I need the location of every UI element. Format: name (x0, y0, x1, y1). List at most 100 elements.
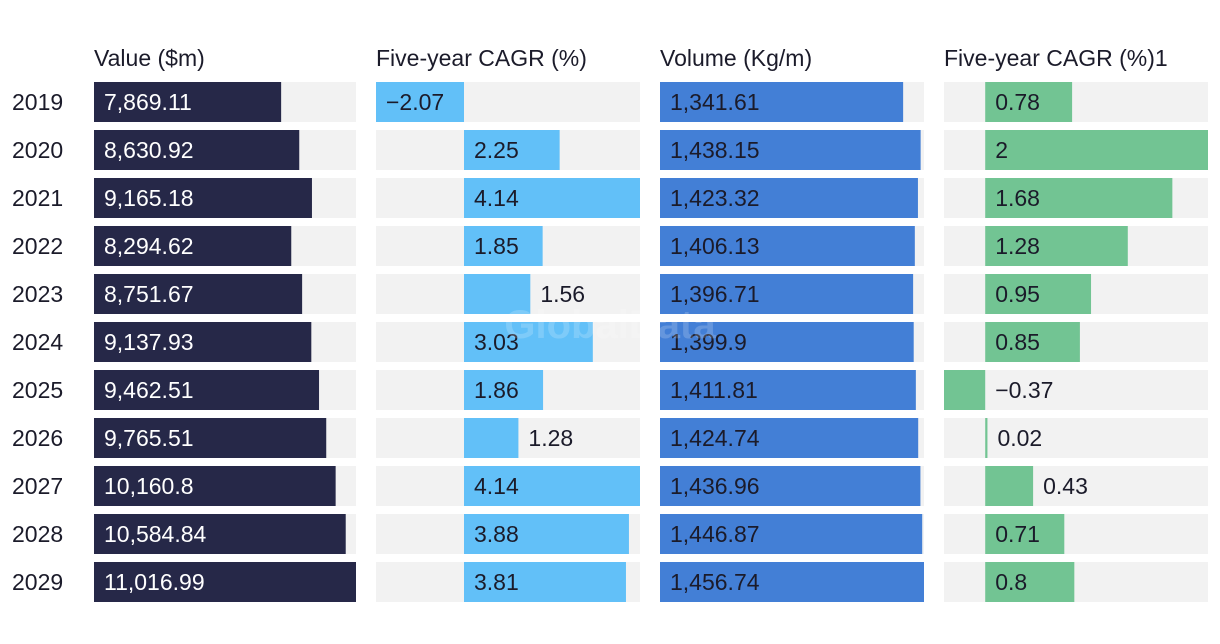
bar-volume-2026 (660, 418, 919, 458)
label-volume-2025: 1,411.81 (670, 377, 758, 403)
bar-value-2026 (94, 418, 327, 458)
label-volume-2022: 1,406.13 (670, 233, 760, 259)
label-cagr-2023: 1.56 (540, 281, 585, 307)
label-cagr-2029: 3.81 (474, 569, 519, 595)
bar-volume-2028 (660, 514, 923, 554)
label-volume-2019: 1,341.61 (670, 89, 760, 115)
bar-volume_cagr-2019 (985, 82, 1073, 122)
label-value-2024: 9,137.93 (104, 329, 194, 355)
column-header-volume_cagr: Five-year CAGR (%)1 (944, 45, 1168, 71)
label-value-2019: 7,869.11 (104, 89, 192, 115)
bar-volume_cagr-2023 (985, 274, 1092, 314)
year-label-2021: 2021 (12, 185, 63, 211)
bar-volume-2027 (660, 466, 921, 506)
label-volume_cagr-2027: 0.43 (1043, 473, 1088, 499)
track-volume_cagr-2019 (944, 82, 1208, 122)
bar-cagr-2028 (464, 514, 629, 554)
column-header-volume: Volume (Kg/m) (660, 45, 812, 71)
label-cagr-2024: 3.03 (474, 329, 519, 355)
bar-cagr-2024 (464, 322, 593, 362)
label-cagr-2021: 4.14 (474, 185, 519, 211)
bar-volume_cagr-2029 (985, 562, 1075, 602)
bar-volume_cagr-2020 (985, 130, 1208, 170)
label-cagr-2028: 3.88 (474, 521, 519, 547)
bars (94, 82, 1208, 602)
track-volume_cagr-2028 (944, 514, 1208, 554)
label-cagr-2025: 1.86 (474, 377, 519, 403)
label-volume-2028: 1,446.87 (670, 521, 760, 547)
label-volume_cagr-2028: 0.71 (995, 521, 1040, 547)
bar-volume-2021 (660, 178, 918, 218)
year-label-2022: 2022 (12, 233, 63, 259)
bar-cagr-2026 (464, 418, 519, 458)
watermark-logo: GlobalData (504, 303, 716, 347)
label-volume-2029: 1,456.74 (670, 569, 760, 595)
column-headers: Value ($m) Five-year CAGR (%) Volume (Kg/m… (94, 45, 1168, 71)
label-volume_cagr-2026: 0.02 (997, 425, 1042, 451)
bar-volume_cagr-2027 (985, 466, 1034, 506)
column-header-value: Value ($m) (94, 45, 205, 71)
bar-value-2019 (94, 82, 282, 122)
bar-value-2023 (94, 274, 303, 314)
bar-volume-2020 (660, 130, 921, 170)
label-value-2027: 10,160.8 (104, 473, 194, 499)
bar-volume_cagr-2021 (985, 178, 1173, 218)
label-value-2022: 8,294.62 (104, 233, 194, 259)
label-cagr-2027: 4.14 (474, 473, 519, 499)
bar-value-2025 (94, 370, 320, 410)
bar-volume-2024 (660, 322, 914, 362)
value-labels: 7,869.11 8,630.92 9,165.18 8,294.62 8,751.67… (104, 89, 1088, 595)
label-volume-2024: 1,399.9 (670, 329, 747, 355)
bar-value-2024 (94, 322, 312, 362)
label-volume_cagr-2023: 0.95 (995, 281, 1040, 307)
label-volume-2027: 1,436.96 (670, 473, 760, 499)
track-volume_cagr-2025 (944, 370, 1208, 410)
bar-value-2029 (94, 562, 356, 602)
bar-value-2028 (94, 514, 346, 554)
label-volume_cagr-2029: 0.8 (995, 569, 1027, 595)
bar-cagr-2019 (376, 82, 464, 122)
label-volume_cagr-2024: 0.85 (995, 329, 1040, 355)
track-volume_cagr-2029 (944, 562, 1208, 602)
bar-value-2021 (94, 178, 312, 218)
year-label-2027: 2027 (12, 473, 63, 499)
year-label-2020: 2020 (12, 137, 63, 163)
bar-cagr-2027 (464, 466, 640, 506)
bar-volume_cagr-2022 (985, 226, 1128, 266)
bar-cagr-2022 (464, 226, 543, 266)
column-header-cagr: Five-year CAGR (%) (376, 45, 587, 71)
bar-value-2027 (94, 466, 336, 506)
label-value-2021: 9,165.18 (104, 185, 194, 211)
year-labels: 2019 2020 2021 2022 2023 2024 2025 2026 2027 2028… (12, 89, 63, 595)
label-value-2029: 11,016.99 (104, 569, 205, 595)
label-volume_cagr-2022: 1.28 (995, 233, 1040, 259)
label-cagr-2019: −2.07 (386, 89, 444, 115)
bar-value-2022 (94, 226, 292, 266)
label-cagr-2026: 1.28 (528, 425, 573, 451)
bar-volume_cagr-2025 (944, 370, 986, 410)
year-label-2029: 2029 (12, 569, 63, 595)
label-value-2023: 8,751.67 (104, 281, 194, 307)
bar-volume-2022 (660, 226, 915, 266)
bar-cagr-2023 (464, 274, 531, 314)
year-label-2028: 2028 (12, 521, 63, 547)
label-value-2025: 9,462.51 (104, 377, 194, 403)
label-volume-2023: 1,396.71 (670, 281, 760, 307)
bar-volume_cagr-2026 (985, 418, 988, 458)
year-label-2025: 2025 (12, 377, 63, 403)
label-cagr-2020: 2.25 (474, 137, 519, 163)
bar-cagr-2025 (464, 370, 544, 410)
label-value-2026: 9,765.51 (104, 425, 194, 451)
year-label-2026: 2026 (12, 425, 63, 451)
bar-volume_cagr-2024 (985, 322, 1080, 362)
bar-volume-2029 (660, 562, 924, 602)
bar-volume-2019 (660, 82, 904, 122)
label-value-2028: 10,584.84 (104, 521, 207, 547)
label-volume-2026: 1,424.74 (670, 425, 760, 451)
bar-cagr-2021 (464, 178, 640, 218)
bar-cagr-2029 (464, 562, 626, 602)
bar-value-2020 (94, 130, 300, 170)
label-volume-2020: 1,438.15 (670, 137, 760, 163)
label-cagr-2022: 1.85 (474, 233, 519, 259)
